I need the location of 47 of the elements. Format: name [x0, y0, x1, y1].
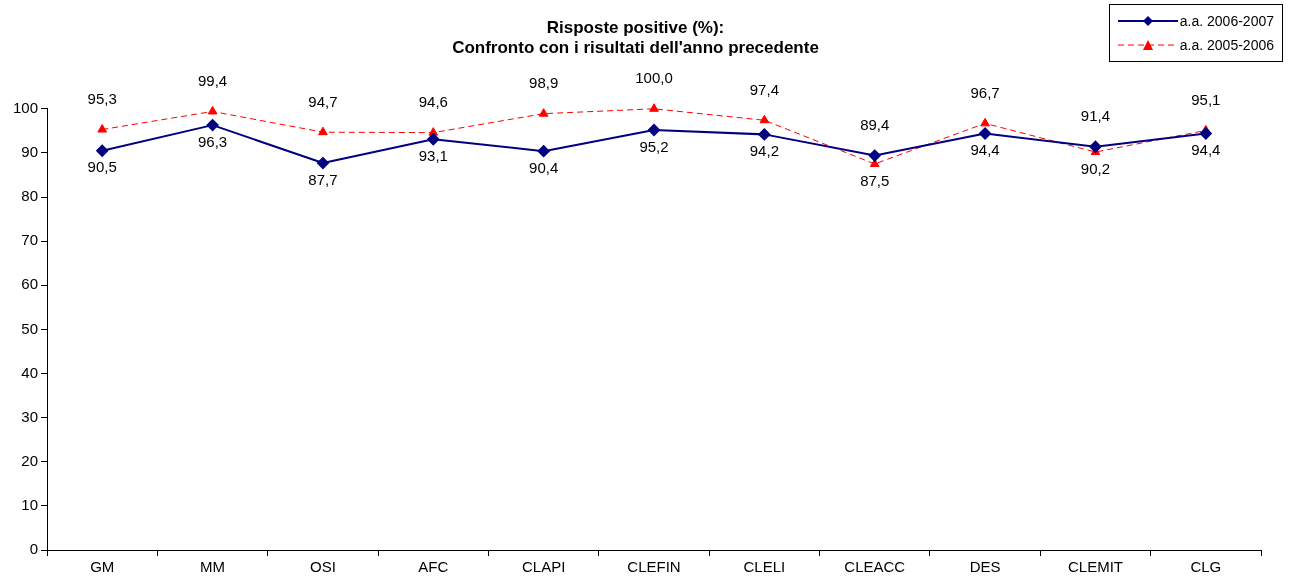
- data-label: 90,4: [529, 158, 559, 176]
- y-tick-label: 40: [21, 363, 39, 381]
- data-label: 90,2: [1080, 159, 1111, 177]
- x-tick-label: CLEFIN: [627, 558, 681, 576]
- x-tick-label: AFC: [418, 558, 449, 576]
- x-tick-label: OSI: [310, 558, 336, 576]
- y-tick-label: 10: [21, 496, 39, 514]
- data-label: 89,4: [860, 116, 890, 134]
- data-label: 94,7: [308, 92, 338, 110]
- data-label: 94,4: [970, 141, 1000, 159]
- data-label: 98,9: [529, 74, 559, 92]
- data-label: 91,4: [1080, 107, 1111, 125]
- legend-label: a.a. 2005-2006: [1179, 37, 1274, 53]
- x-tick-label: CLELI: [743, 558, 786, 576]
- chart-title: Risposte positive (%): Confronto con i risultati dell'anno precedente: [452, 17, 819, 58]
- x-tick-label: CLEMIT: [1067, 558, 1123, 576]
- data-label: 87,7: [308, 170, 338, 188]
- y-tick-label: 80: [21, 187, 39, 205]
- data-label: 95,2: [639, 137, 669, 155]
- y-tick-label: 50: [21, 319, 39, 337]
- y-tick-label: 70: [21, 231, 39, 249]
- data-label: 97,4: [749, 80, 779, 98]
- x-tick-label: CLEACC: [844, 558, 906, 576]
- data-label: 94,2: [749, 142, 779, 160]
- data-label: 87,5: [860, 171, 890, 189]
- data-label: 95,3: [87, 90, 117, 108]
- x-tick-label: DES: [969, 558, 1001, 576]
- data-label: 94,6: [418, 93, 448, 111]
- y-tick-label: 90: [21, 143, 39, 161]
- x-tick-label: GM: [90, 558, 115, 576]
- data-label: 96,7: [970, 84, 1000, 101]
- data-label: 93,1: [418, 146, 448, 164]
- y-tick-label: 60: [21, 275, 39, 293]
- x-tick-label: CLG: [1190, 558, 1222, 576]
- data-label: 99,4: [197, 72, 228, 90]
- y-tick-label: 100: [13, 98, 39, 116]
- data-label: 94,4: [1191, 141, 1221, 159]
- data-label: 90,5: [87, 158, 117, 176]
- y-tick-label: 20: [21, 451, 39, 469]
- x-tick-label: CLAPI: [521, 558, 566, 576]
- x-tick-label: MM: [200, 558, 226, 576]
- data-label: 100,0: [635, 69, 673, 87]
- y-tick-label: 0: [29, 540, 39, 558]
- legend-label: a.a. 2006-2007: [1179, 13, 1274, 29]
- y-tick-label: 30: [21, 407, 39, 425]
- data-label: 95,1: [1191, 91, 1221, 109]
- data-label: 96,3: [197, 132, 228, 150]
